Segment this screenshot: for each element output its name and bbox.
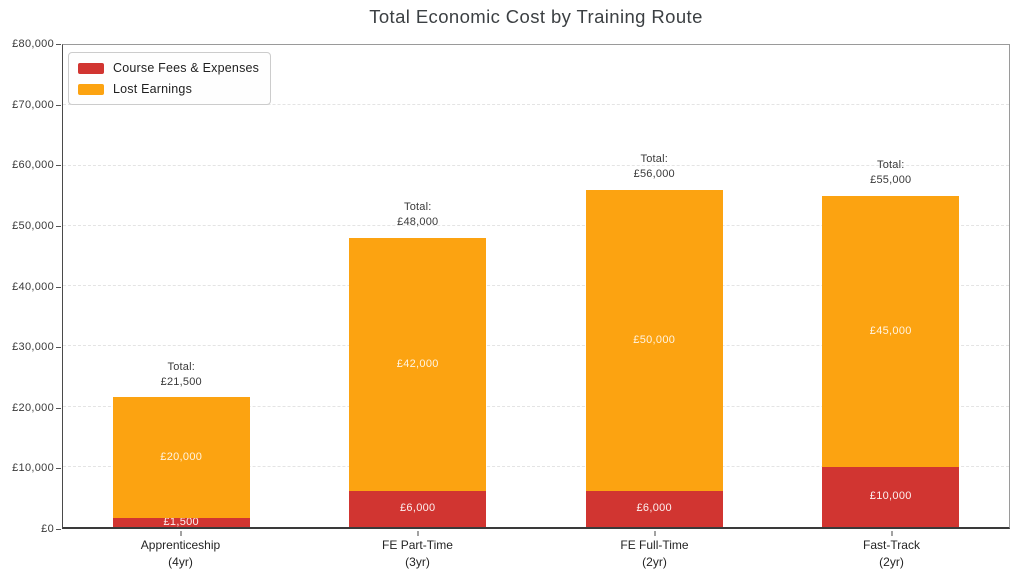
segment-value-label: £20,000 xyxy=(160,451,203,464)
total-label: Total: £21,500 xyxy=(161,360,202,391)
orange-swatch-icon xyxy=(78,83,104,95)
bar-fe-part-time: £6,000 £42,000 xyxy=(349,237,487,527)
legend: Course Fees & Expenses Lost Earnings xyxy=(68,52,272,105)
y-tick-label: £10,000 xyxy=(12,462,54,475)
segment-value-label: £50,000 xyxy=(633,333,676,346)
segment-lost-earnings: £50,000 xyxy=(585,189,723,491)
chart-title: Total Economic Cost by Training Route xyxy=(369,6,703,27)
x-tick-mark xyxy=(891,531,892,536)
segment-course-fees: £6,000 xyxy=(349,490,487,527)
legend-item-course-fees: Course Fees & Expenses xyxy=(78,61,259,75)
legend-item-lost-earnings: Lost Earnings xyxy=(78,82,259,96)
y-tick-mark xyxy=(56,407,61,409)
x-label-fe-full-time: FE Full-Time (2yr) xyxy=(620,537,688,572)
total-prefix: Total: xyxy=(640,152,668,165)
x-tick-mark xyxy=(654,531,655,536)
gridline-70000 xyxy=(63,104,1009,106)
gridline-10000 xyxy=(63,465,1009,467)
y-tick-mark xyxy=(56,225,61,227)
bar-fe-full-time: £6,000 £50,000 xyxy=(585,189,723,527)
y-tick-label: £0 xyxy=(41,523,54,535)
total-value: £21,500 xyxy=(160,376,202,389)
segment-value-label: £45,000 xyxy=(869,324,912,337)
red-swatch-icon xyxy=(78,62,104,74)
segment-course-fees: £6,000 xyxy=(585,490,723,527)
gridline-30000 xyxy=(63,345,1009,347)
segment-course-fees: £10,000 xyxy=(822,466,960,527)
x-label-line1: FE Part-Time xyxy=(382,538,453,552)
segment-lost-earnings: £20,000 xyxy=(112,397,250,518)
x-label-line2: (2yr) xyxy=(642,555,667,570)
legend-label: Lost Earnings xyxy=(113,82,193,96)
total-label: Total: £56,000 xyxy=(634,152,675,183)
y-tick-label: £20,000 xyxy=(12,401,54,414)
total-prefix: Total: xyxy=(876,158,905,171)
y-tick-label: £80,000 xyxy=(12,38,54,50)
gridline-40000 xyxy=(63,285,1009,286)
y-tick-mark xyxy=(56,347,61,349)
legend-label: Course Fees & Expenses xyxy=(113,61,260,75)
segment-value-label: £6,000 xyxy=(636,502,672,515)
y-tick-label: £60,000 xyxy=(12,159,54,172)
gridline-20000 xyxy=(63,405,1009,407)
y-tick-mark xyxy=(56,165,61,167)
x-label-line1: FE Full-Time xyxy=(620,538,689,552)
y-tick-label: £50,000 xyxy=(12,219,54,232)
x-label-apprenticeship: Apprenticeship (4yr) xyxy=(141,537,220,572)
x-label-line1: Apprenticeship xyxy=(140,538,221,552)
x-tick-mark xyxy=(417,531,418,536)
total-value: £48,000 xyxy=(397,216,439,229)
segment-value-label: £1,500 xyxy=(163,515,199,528)
x-label-line1: Fast-Track xyxy=(863,538,920,552)
y-tick-mark xyxy=(56,529,61,530)
segment-lost-earnings: £45,000 xyxy=(822,195,960,467)
total-value: £56,000 xyxy=(633,168,675,181)
y-tick-mark xyxy=(56,468,61,470)
total-prefix: Total: xyxy=(167,360,195,373)
x-label-line2: (4yr) xyxy=(168,555,193,570)
segment-course-fees: £1,500 xyxy=(112,515,250,528)
y-tick-mark xyxy=(56,44,61,45)
total-label: Total: £55,000 xyxy=(870,158,911,189)
segment-value-label: £6,000 xyxy=(400,502,436,515)
total-label: Total: £48,000 xyxy=(397,200,438,231)
bar-fast-track: £10,000 £45,000 xyxy=(822,195,960,527)
x-label-line2: (3yr) xyxy=(405,555,430,570)
total-value: £55,000 xyxy=(870,174,912,187)
segment-value-label: £42,000 xyxy=(396,357,439,370)
gridline-50000 xyxy=(63,224,1009,226)
y-tick-mark xyxy=(56,286,61,288)
plot-area: Course Fees & Expenses Lost Earnings £1,5… xyxy=(62,44,1010,529)
y-tick-label: £30,000 xyxy=(12,341,54,354)
x-label-fe-part-time: FE Part-Time (3yr) xyxy=(382,537,453,572)
y-tick-label: £40,000 xyxy=(12,280,54,293)
gridline-60000 xyxy=(63,164,1009,166)
bar-apprenticeship: £1,500 £20,000 xyxy=(112,397,250,528)
segment-lost-earnings: £42,000 xyxy=(349,237,487,491)
x-tick-mark xyxy=(180,531,181,536)
segment-value-label: £10,000 xyxy=(869,490,912,503)
y-tick-label: £70,000 xyxy=(12,98,54,111)
y-tick-mark xyxy=(56,104,61,106)
total-prefix: Total: xyxy=(403,201,432,214)
x-label-line2: (2yr) xyxy=(879,555,904,570)
x-label-fast-track: Fast-Track (2yr) xyxy=(863,537,920,572)
